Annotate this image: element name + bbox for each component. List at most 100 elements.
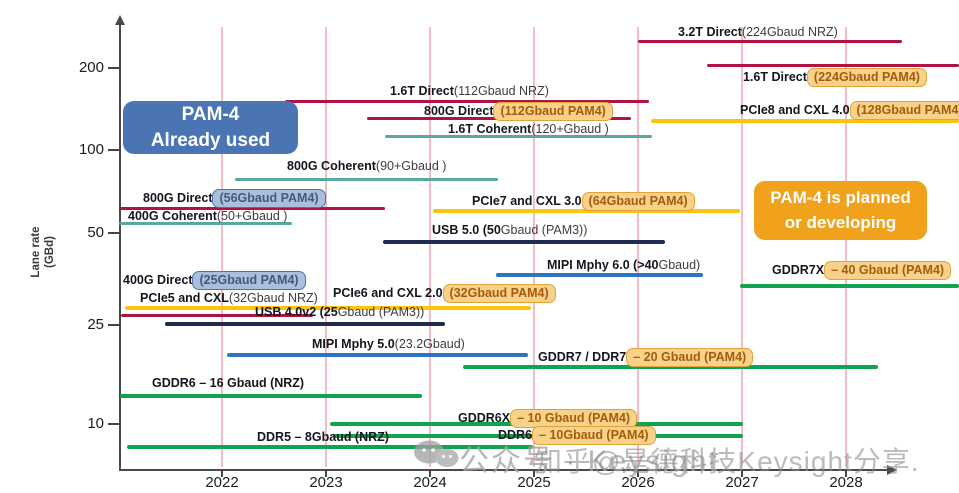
series-name: USB 5.0 (50 (432, 223, 501, 237)
series-name: MIPI Mphy 6.0 (>40 (547, 258, 659, 272)
year-gridline (741, 27, 743, 467)
timeline-line (127, 445, 533, 449)
series-label: MIPI Mphy 6.0 (>40 Gbaud) (547, 258, 700, 273)
series-name: 1.6T Direct (390, 84, 454, 98)
series-chip-planned: (112Gbaud PAM4) (493, 102, 613, 121)
wechat-icon (414, 440, 459, 467)
x-axis-tick (741, 470, 743, 477)
series-label: 3.2T Direct (224Gbaud NRZ) (678, 25, 838, 40)
series-label: 800G Direct (56Gbaud PAM4) (143, 189, 326, 208)
timeline-line (496, 273, 703, 277)
x-axis-arrow-icon (887, 465, 897, 475)
series-label: 1.6T Direct (112Gbaud NRZ) (390, 84, 549, 99)
timeline-line (707, 64, 959, 67)
series-spec: (23.2Gbaud) (394, 337, 465, 351)
x-axis-tick-label: 2024 (413, 474, 447, 491)
series-label: GDDR7X – 40 Gbaud (PAM4) (772, 261, 952, 280)
series-spec: Gbaud (PAM3)) (500, 223, 588, 237)
series-name: PCIe6 and CXL 2.0 (333, 286, 443, 300)
timeline-line (385, 135, 652, 138)
pam4-used-line1: PAM-4 (181, 103, 240, 125)
y-axis-title-line1: Lane rate (30, 226, 42, 278)
timeline-line (120, 394, 422, 398)
series-name: GDDR6 – 16 Gbaud (NRZ) (152, 376, 305, 390)
series-spec: (50+Gbaud ) (216, 209, 288, 223)
series-chip-used: (25Gbaud PAM4) (192, 271, 306, 290)
y-axis-tick (108, 423, 121, 425)
series-label: PCIe8 and CXL 4.0 (128Gbaud PAM4) (740, 101, 959, 120)
series-label: GDDR7 / DDR7 – 20 Gbaud (PAM4) (538, 348, 754, 367)
pam4-planned-line2: or developing (784, 212, 897, 232)
series-name: 3.2T Direct (678, 25, 742, 39)
series-label: 800G Coherent (90+Gbaud ) (287, 159, 446, 174)
timeline-line (121, 314, 313, 317)
series-name: 400G Coherent (128, 209, 217, 223)
series-name: PCIe7 and CXL 3.0 (472, 194, 582, 208)
x-axis-tick (221, 470, 223, 477)
pam4-planned-box: PAM-4 is planned or developing (754, 181, 927, 240)
series-chip-used: (56Gbaud PAM4) (212, 189, 326, 208)
series-chip-planned: (224Gbaud PAM4) (806, 68, 927, 87)
series-spec: Gbaud) (658, 258, 701, 272)
timeline-line (740, 284, 959, 288)
x-axis-line (119, 469, 889, 471)
year-gridline (429, 27, 431, 467)
series-label: DDR5 – 8Gbaud (NRZ) (257, 430, 389, 445)
series-name: PCIe8 and CXL 4.0 (740, 103, 850, 117)
series-chip-planned: – 40 Gbaud (PAM4) (824, 261, 952, 280)
x-axis-tick (429, 470, 431, 477)
series-label: USB 4.0v2 (25 Gbaud (PAM3)) (255, 305, 424, 320)
series-name: 800G Coherent (287, 159, 376, 173)
series-name: 800G Direct (143, 191, 213, 205)
pam4-used-line2: Already used (150, 129, 271, 151)
pam4-planned-line1: PAM-4 is planned (770, 187, 911, 207)
x-axis-tick-label: 2027 (725, 474, 759, 491)
year-gridline (845, 27, 847, 467)
series-label: 1.6T Coherent (120+Gbaud ) (448, 122, 609, 137)
y-axis-line (119, 24, 121, 471)
series-chip-planned: (128Gbaud PAM4) (849, 101, 959, 120)
year-gridline (637, 27, 639, 467)
timeline-line (119, 207, 385, 210)
y-axis-tick (108, 324, 121, 326)
x-axis-tick (325, 470, 327, 477)
y-axis-title: Lane rate (GBd) (30, 187, 58, 317)
series-chip-planned: – 10Gbaud (PAM4) (532, 426, 656, 445)
series-label: PCIe7 and CXL 3.0 (64Gbaud PAM4) (472, 192, 695, 211)
y-axis-tick-label: 200 (78, 59, 104, 76)
x-axis-tick-label: 2022 (205, 474, 239, 491)
timeline-line (165, 322, 445, 326)
series-chip-planned: (64Gbaud PAM4) (581, 192, 695, 211)
series-name: GDDR7X (772, 263, 825, 277)
timeline-line (125, 306, 531, 310)
series-label: PCIe5 and CXL (32Gbaud NRZ) (140, 291, 318, 306)
series-label: USB 5.0 (50 Gbaud (PAM3)) (432, 223, 587, 238)
timeline-line (119, 222, 292, 225)
y-axis-tick (108, 149, 121, 151)
series-name: MIPI Mphy 5.0 (312, 337, 395, 351)
series-name: DDR6 (498, 428, 533, 442)
series-label: PCIe6 and CXL 2.0 (32Gbaud PAM4) (333, 284, 556, 303)
y-axis-tick-label: 50 (87, 224, 104, 241)
y-axis-title-line2: (GBd) (43, 236, 56, 268)
timeline-line (651, 119, 959, 123)
year-gridline (325, 27, 327, 467)
x-axis-tick-label: 2028 (829, 474, 863, 491)
series-name: DDR5 – 8Gbaud (NRZ) (257, 430, 389, 444)
series-name: 800G Direct (424, 104, 494, 118)
timeline-line (638, 40, 902, 43)
watermark-text-zhihu: 知乎@是德科技Keysight分享. (534, 446, 920, 477)
series-label: 400G Coherent (50+Gbaud ) (128, 209, 287, 224)
y-axis-arrow-icon (115, 15, 125, 25)
x-axis-tick-label: 2023 (309, 474, 343, 491)
series-name: GDDR6X (458, 411, 511, 425)
watermark-text-wechat: 公众号 · Keysight (459, 445, 719, 478)
timeline-line (463, 365, 878, 369)
timeline-line (235, 178, 498, 181)
series-spec: (224Gbaud NRZ) (741, 25, 838, 39)
series-spec: (32Gbaud NRZ) (228, 291, 318, 305)
x-axis-tick-label: 2026 (621, 474, 655, 491)
series-spec: (112Gbaud NRZ) (453, 84, 549, 98)
series-name: 1.6T Direct (743, 70, 807, 84)
